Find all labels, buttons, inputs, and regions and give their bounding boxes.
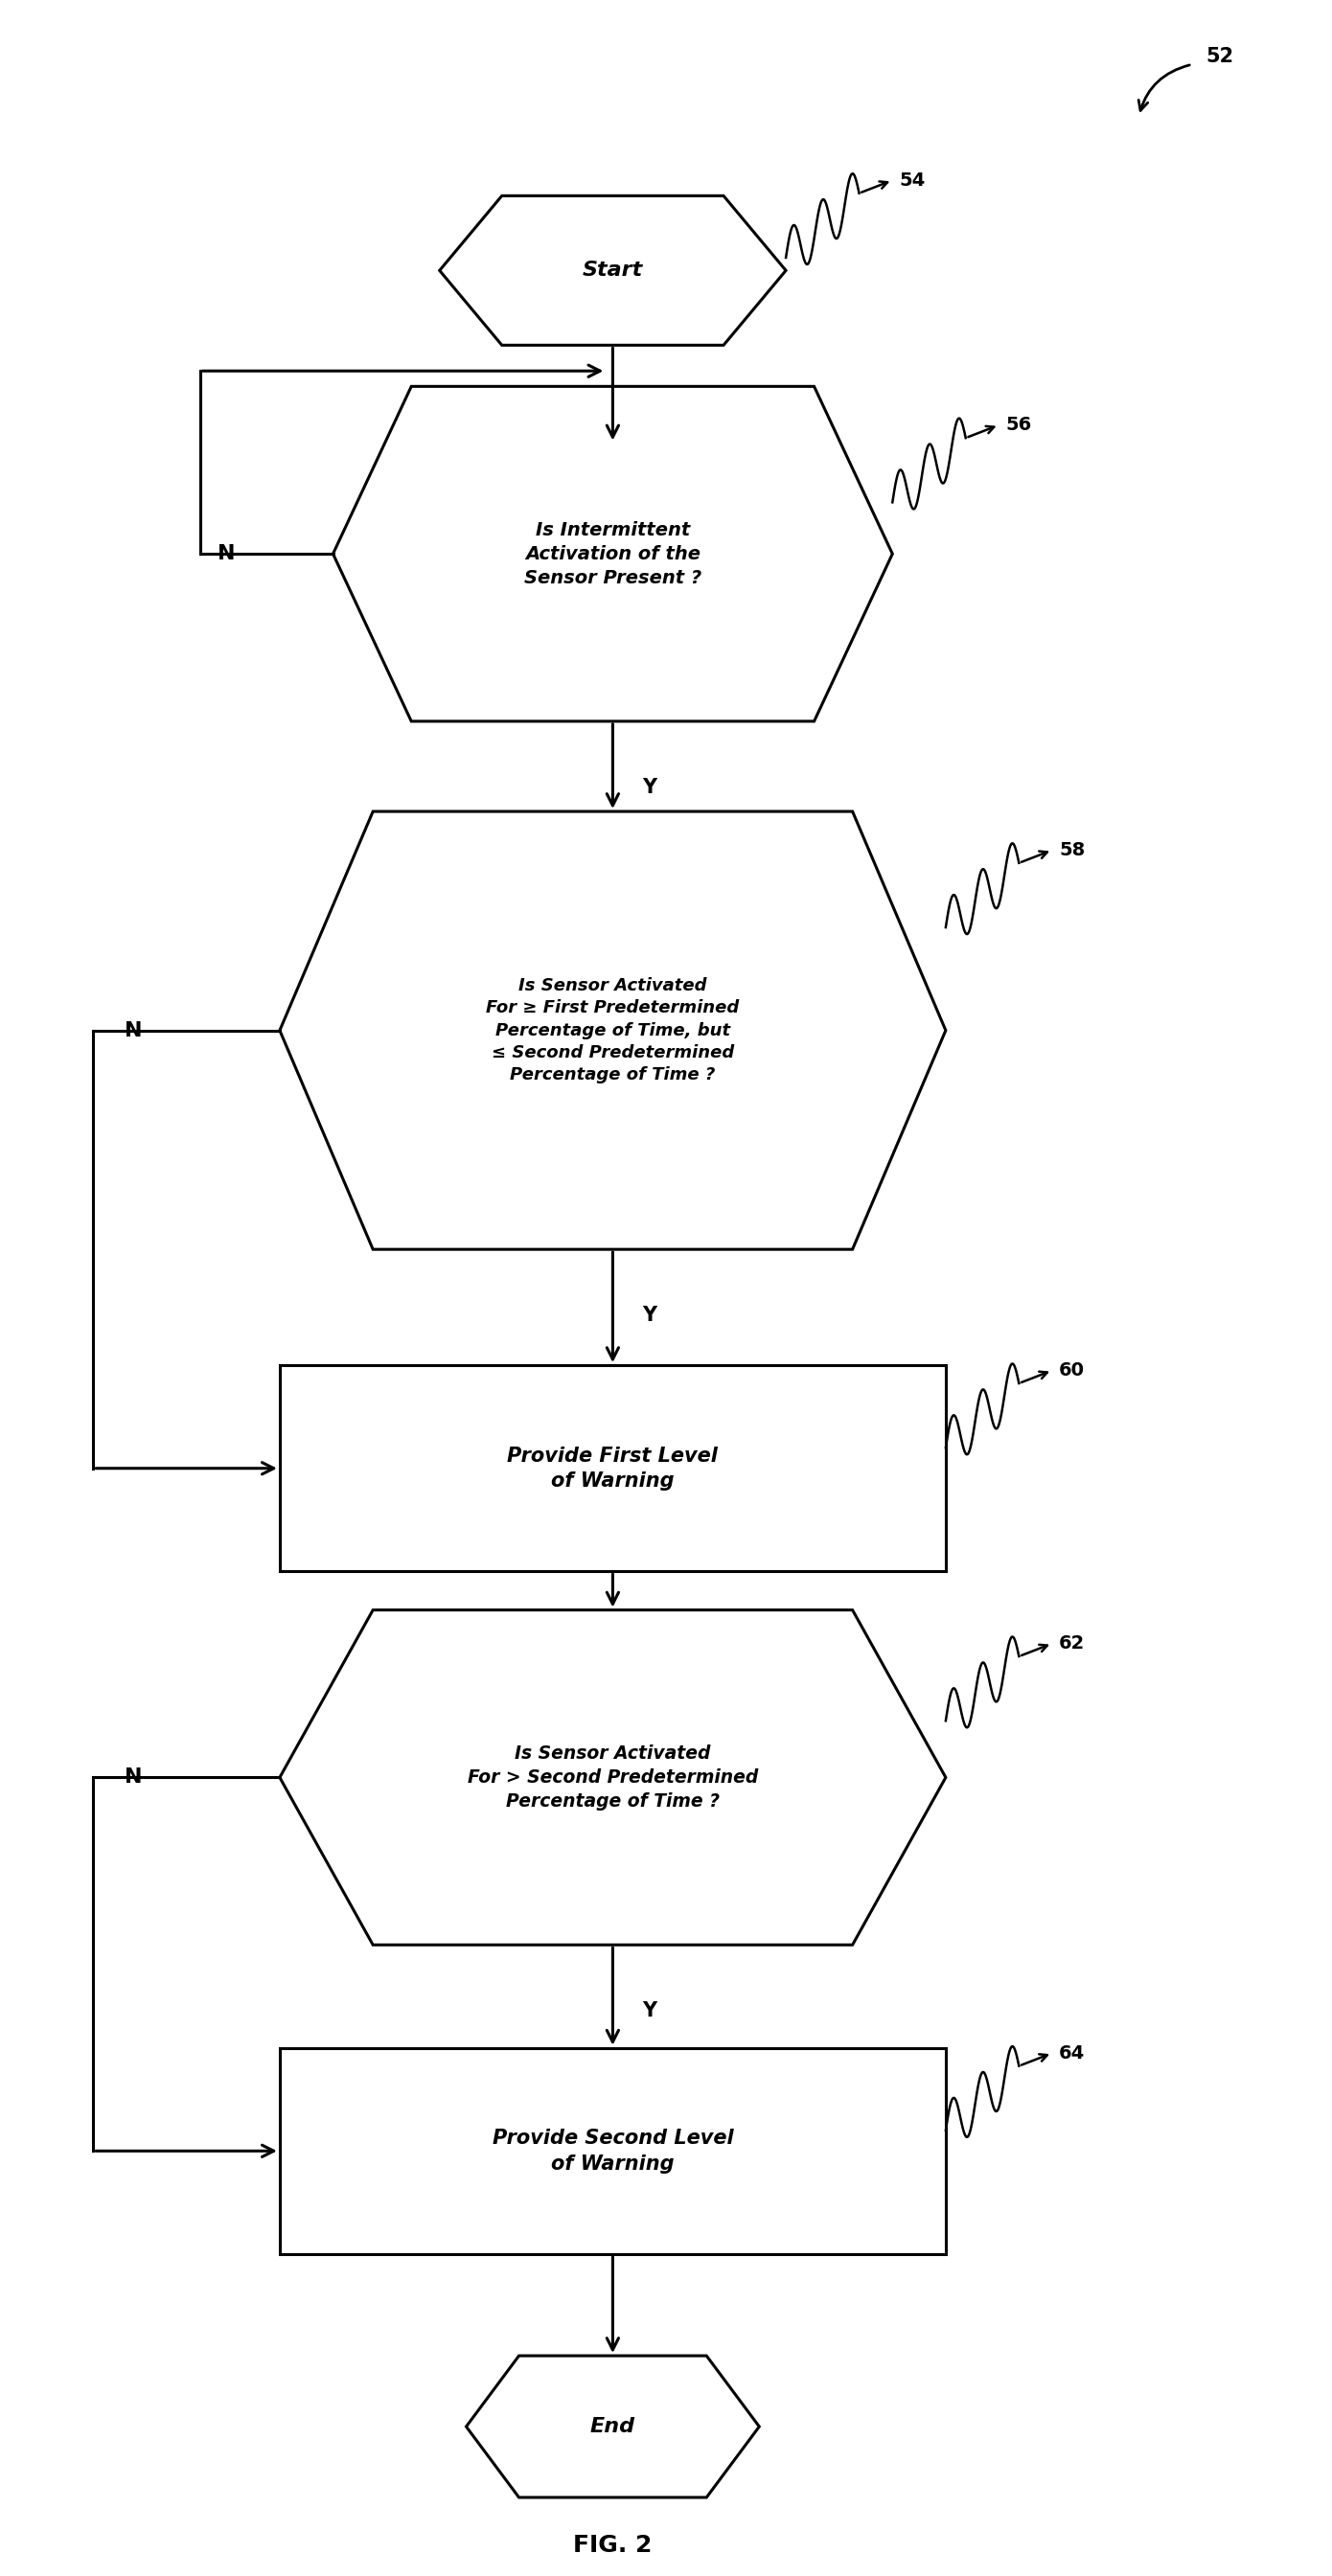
Text: Y: Y [642,1306,657,1324]
Text: Is Sensor Activated
For > Second Predetermined
Percentage of Time ?: Is Sensor Activated For > Second Predete… [468,1744,758,1811]
Polygon shape [280,1610,946,1945]
Text: 54: 54 [899,170,926,191]
Text: 60: 60 [1059,1360,1084,1381]
Text: N: N [124,1020,143,1041]
Text: N: N [124,1767,143,1788]
Bar [280,1365,946,1571]
Polygon shape [280,811,946,1249]
Text: Y: Y [642,778,657,796]
Bar [280,2048,946,2254]
Text: Y: Y [642,2002,657,2020]
Text: Provide First Level
of Warning: Provide First Level of Warning [507,1445,718,1492]
Text: 62: 62 [1059,1633,1086,1654]
Text: Is Intermittent
Activation of the
Sensor Present ?: Is Intermittent Activation of the Sensor… [523,520,702,587]
Text: 56: 56 [1006,415,1032,435]
Text: Is Sensor Activated
For ≥ First Predetermined
Percentage of Time, but
≤ Second P: Is Sensor Activated For ≥ First Predeter… [486,976,739,1084]
Text: End: End [590,2416,635,2437]
Text: FIG. 2: FIG. 2 [573,2535,653,2555]
Text: 58: 58 [1059,840,1086,860]
Text: N: N [217,544,236,564]
Text: Start: Start [582,260,643,281]
Text: 64: 64 [1059,2043,1086,2063]
Text: Provide Second Level
of Warning: Provide Second Level of Warning [492,2128,734,2174]
Polygon shape [333,386,892,721]
Polygon shape [440,196,786,345]
Polygon shape [466,2354,759,2499]
Text: 52: 52 [1205,46,1233,67]
